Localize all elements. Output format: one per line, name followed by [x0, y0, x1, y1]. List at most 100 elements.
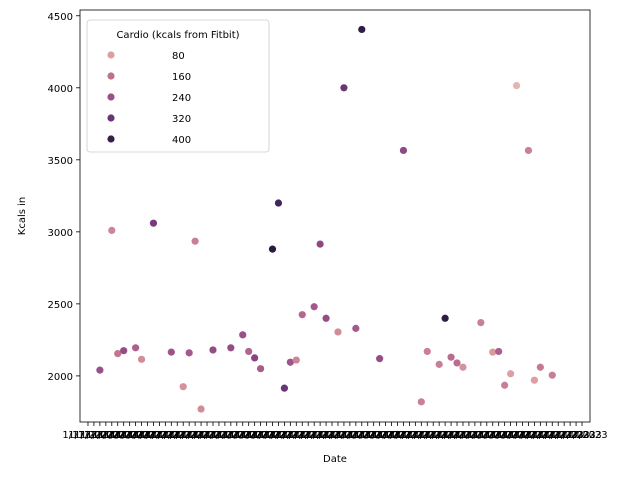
x-tick-label: 1/17/2023 [527, 430, 578, 441]
data-point [280, 384, 289, 392]
data-point [245, 347, 253, 356]
x-tick-label: 1/17/2023 [360, 430, 411, 441]
x-tick-label: 1/17/2023 [92, 430, 143, 441]
data-point [322, 314, 330, 322]
data-point [441, 314, 449, 322]
x-tick-label: 1/17/2023 [408, 430, 459, 441]
x-tick-label: 1/17/2023 [283, 430, 334, 441]
data-point [334, 328, 342, 336]
x-tick-label: 1/17/2023 [122, 430, 173, 441]
x-tick-label: 1/17/2023 [348, 430, 399, 441]
legend-marker [107, 72, 115, 80]
x-tick-label: 1/17/2023 [169, 430, 220, 441]
data-point [137, 355, 146, 363]
x-axis: 1/17/20231/17/20231/17/20231/17/20231/17… [62, 422, 608, 441]
data-point [399, 146, 408, 155]
x-tick-label: 1/17/2023 [396, 430, 447, 441]
data-point [524, 146, 533, 155]
x-tick-label: 1/17/2023 [140, 430, 191, 441]
data-points [96, 25, 556, 413]
data-point [191, 237, 199, 245]
y-tick-label: 4000 [48, 84, 73, 95]
x-tick-label: 1/17/2023 [152, 430, 203, 441]
data-point [495, 347, 503, 356]
x-tick-label: 1/17/2023 [277, 430, 328, 441]
x-tick-label: 1/17/2023 [211, 430, 262, 441]
x-tick-label: 1/17/2023 [342, 430, 393, 441]
legend-label: 80 [172, 51, 185, 62]
x-tick-label: 1/17/2023 [402, 430, 453, 441]
x-tick-label: 1/17/2023 [158, 430, 209, 441]
x-tick-label: 1/17/2023 [384, 430, 435, 441]
y-tick-label: 3000 [48, 228, 73, 239]
legend-marker [107, 135, 115, 143]
data-point [358, 25, 366, 34]
x-tick-label: 1/17/2023 [414, 430, 465, 441]
x-tick-label: 1/17/2023 [181, 430, 232, 441]
y-axis-label: Kcals in [17, 197, 28, 235]
x-tick-label: 1/17/2023 [515, 430, 566, 441]
x-tick-label: 1/17/2023 [241, 430, 292, 441]
legend: Cardio (kcals from Fitbit) 80 160 240 320 40… [86, 19, 270, 153]
x-tick-label: 1/17/2023 [86, 430, 137, 441]
x-tick-label: 1/17/2023 [318, 430, 369, 441]
x-tick-label: 1/17/2023 [497, 430, 548, 441]
data-point [501, 381, 509, 389]
x-tick-label: 1/17/2023 [419, 430, 470, 441]
x-tick-label: 1/17/2023 [187, 430, 238, 441]
legend-label: 320 [172, 114, 191, 125]
x-tick-label: 1/17/2023 [521, 430, 572, 441]
x-tick-label: 1/17/2023 [110, 430, 161, 441]
legend-box [86, 19, 270, 153]
data-point [120, 347, 128, 355]
data-point [179, 383, 187, 391]
legend-marker [107, 114, 115, 122]
x-tick-label: 1/17/2023 [431, 430, 482, 441]
data-point [239, 331, 247, 339]
x-tick-label: 1/17/2023 [175, 430, 226, 441]
data-point [108, 226, 116, 235]
data-point [548, 371, 556, 379]
data-point [197, 405, 205, 413]
x-tick-label: 1/17/2023 [372, 430, 423, 441]
x-tick-label: 1/17/2023 [503, 430, 554, 441]
x-axis-label: Date [323, 454, 347, 465]
x-tick-label: 1/17/2023 [193, 430, 244, 441]
x-tick-label: 1/17/2023 [479, 430, 530, 441]
x-tick-label: 1/17/2023 [449, 430, 500, 441]
data-point [530, 376, 539, 384]
x-tick-label: 1/17/2023 [104, 430, 155, 441]
x-tick-label: 1/17/2023 [539, 430, 590, 441]
data-point [149, 219, 158, 227]
data-point [310, 303, 318, 311]
y-tick-label: 2000 [48, 372, 73, 383]
x-tick-label: 1/17/2023 [390, 430, 441, 441]
x-tick-label: 1/17/2023 [294, 430, 345, 441]
x-tick-label: 1/17/2023 [247, 430, 298, 441]
legend-marker [107, 93, 115, 101]
data-point [417, 398, 425, 406]
data-point [167, 348, 175, 356]
data-point [274, 199, 283, 207]
legend-title: Cardio (kcals from Fitbit) [116, 30, 239, 41]
x-tick-label: 1/17/2023 [205, 430, 256, 441]
data-point [423, 347, 431, 356]
x-tick-label: 1/17/2023 [134, 430, 185, 441]
data-point [96, 366, 104, 374]
data-point [506, 370, 515, 378]
data-point [114, 349, 122, 358]
data-point [256, 365, 265, 373]
data-point [376, 355, 384, 363]
data-point [512, 82, 521, 90]
x-tick-label: 1/17/2023 [312, 430, 363, 441]
x-tick-label: 1/17/2023 [378, 430, 429, 441]
x-tick-label: 1/17/2023 [425, 430, 476, 441]
plot-frame [79, 9, 591, 423]
x-tick-label: 1/17/2023 [116, 430, 167, 441]
x-tick-label: 1/17/2023 [336, 430, 387, 441]
x-tick-label: 1/17/2023 [80, 430, 131, 441]
x-tick-label: 1/17/2023 [223, 430, 274, 441]
data-point [286, 358, 294, 366]
legend-label: 160 [172, 72, 191, 83]
